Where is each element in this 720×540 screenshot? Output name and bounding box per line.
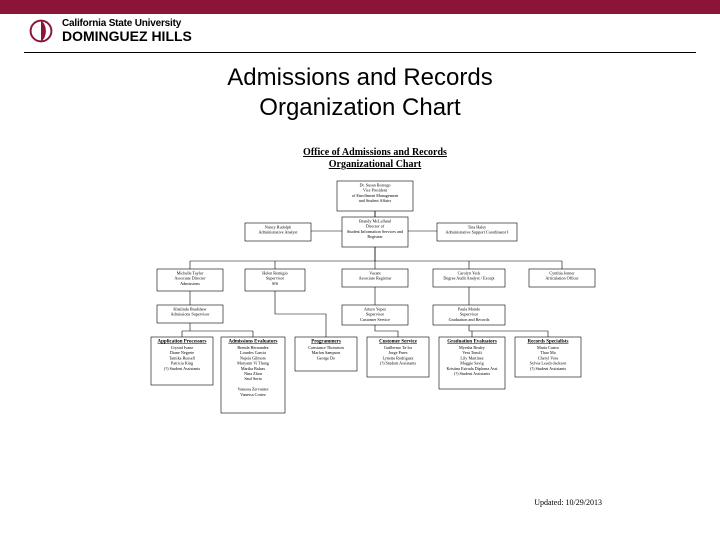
svg-text:George Do: George Do bbox=[317, 355, 335, 360]
svg-text:Administrative Analyst: Administrative Analyst bbox=[259, 230, 299, 235]
svg-text:Graduation Evaluators: Graduation Evaluators bbox=[447, 340, 497, 345]
org-node-vacant: VacantAssociate Registrar bbox=[342, 269, 408, 287]
svg-text:Articulation Officer: Articulation Officer bbox=[545, 276, 579, 281]
org-node-program: ProgrammersConstance ThomisonMarlon Samp… bbox=[295, 337, 357, 371]
svg-text:(?) Student Assistants: (?) Student Assistants bbox=[454, 371, 491, 376]
svg-text:Programmers: Programmers bbox=[311, 340, 341, 345]
org-node-recspec: Records SpecialistsMaria CastroThao MaCh… bbox=[515, 337, 581, 377]
brand-line2: DOMINGUEZ HILLS bbox=[62, 29, 192, 43]
chart-title: Office of Admissions and Records Organiz… bbox=[303, 147, 447, 171]
org-node-ayepez: Arturo YepezSupervisorCustomer Service bbox=[342, 305, 408, 325]
org-node-bmclatched: Brandy McLellandDirector ofStudent Infor… bbox=[342, 217, 408, 247]
svg-text:Degree Audit Analyst / Except: Degree Audit Analyst / Except bbox=[443, 276, 495, 281]
svg-text:Records Specialists: Records Specialists bbox=[528, 340, 569, 345]
svg-text:(?) Student Assistants: (?) Student Assistants bbox=[380, 361, 417, 366]
svg-text:(?) Student Assistants: (?) Student Assistants bbox=[530, 366, 567, 371]
org-node-hremigio: Helen RemigioSupervisorSIS bbox=[245, 269, 305, 291]
svg-text:Administrative Support Coordin: Administrative Support Coordinator I bbox=[445, 230, 509, 235]
page-title-l2: Organization Chart bbox=[259, 94, 460, 121]
chart-title-l1: Office of Admissions and Records bbox=[303, 147, 447, 158]
svg-text:Saul Soria: Saul Soria bbox=[244, 376, 261, 381]
svg-text:Customer Service: Customer Service bbox=[379, 340, 418, 345]
org-node-admeval: Admissions EvaluatorsBrenda HernandezLou… bbox=[221, 337, 285, 413]
svg-text:Vanessa Cortez: Vanessa Cortez bbox=[240, 392, 266, 397]
org-node-thaley: Tina HaleyAdministrative Support Coordin… bbox=[437, 223, 517, 241]
svg-text:Associate Registrar: Associate Registrar bbox=[359, 276, 392, 281]
org-chart-svg: Dr. Susan BorregoVice Presidentof Enroll… bbox=[145, 177, 605, 457]
org-node-cyeck: Carolyn YeckDegree Audit Analyst / Excep… bbox=[433, 269, 505, 287]
svg-text:Application Processors: Application Processors bbox=[158, 340, 207, 345]
divider bbox=[24, 52, 696, 53]
org-node-gradeval: Graduation EvaluatorsMyesha BealeyVera T… bbox=[439, 337, 505, 389]
svg-text:Registrar: Registrar bbox=[367, 234, 383, 239]
org-node-custserv: Customer ServiceGuillermo Ta-lorJorge Pa… bbox=[367, 337, 429, 377]
org-node-root: Dr. Susan BorregoVice Presidentof Enroll… bbox=[337, 181, 413, 211]
updated-text: Updated: 10/29/2013 bbox=[534, 498, 602, 507]
org-node-pmonde: Paula MondeSupervisorGraduation and Reco… bbox=[433, 305, 505, 325]
csudh-logo-icon bbox=[28, 18, 54, 44]
brand-topbar bbox=[0, 0, 720, 14]
brand-header: California State University DOMINGUEZ HI… bbox=[0, 14, 720, 50]
svg-text:and Student Affairs: and Student Affairs bbox=[359, 198, 392, 203]
org-chart: Office of Admissions and Records Organiz… bbox=[140, 147, 610, 467]
svg-text:SIS: SIS bbox=[272, 281, 279, 286]
org-node-kbreathaw: Khalinda BradshawAdmissions Supervisor bbox=[157, 305, 223, 323]
svg-text:Admissions: Admissions bbox=[180, 281, 200, 286]
svg-text:Admissions Supervisor: Admissions Supervisor bbox=[171, 312, 211, 317]
chart-title-l2: Organizational Chart bbox=[329, 159, 422, 170]
svg-text:Customer Service: Customer Service bbox=[360, 317, 390, 322]
svg-text:Graduation and Records: Graduation and Records bbox=[449, 317, 490, 322]
page-title-l1: Admissions and Records bbox=[227, 64, 492, 91]
org-node-cjenner: Cynthia JennerArticulation Officer bbox=[529, 269, 595, 287]
org-node-mtaylor: Michelle TaylorAssociate DirectorAdmissi… bbox=[157, 269, 223, 291]
svg-text:(?) Student Assistants: (?) Student Assistants bbox=[164, 366, 201, 371]
svg-text:Admissions Evaluators: Admissions Evaluators bbox=[228, 340, 277, 345]
org-node-nrudolph: Nancy RudolphAdministrative Analyst bbox=[245, 223, 311, 241]
page-title: Admissions and Records Organization Char… bbox=[0, 63, 720, 123]
org-node-appproc: Application ProcessorsCrystal IvaneDiane… bbox=[151, 337, 213, 385]
